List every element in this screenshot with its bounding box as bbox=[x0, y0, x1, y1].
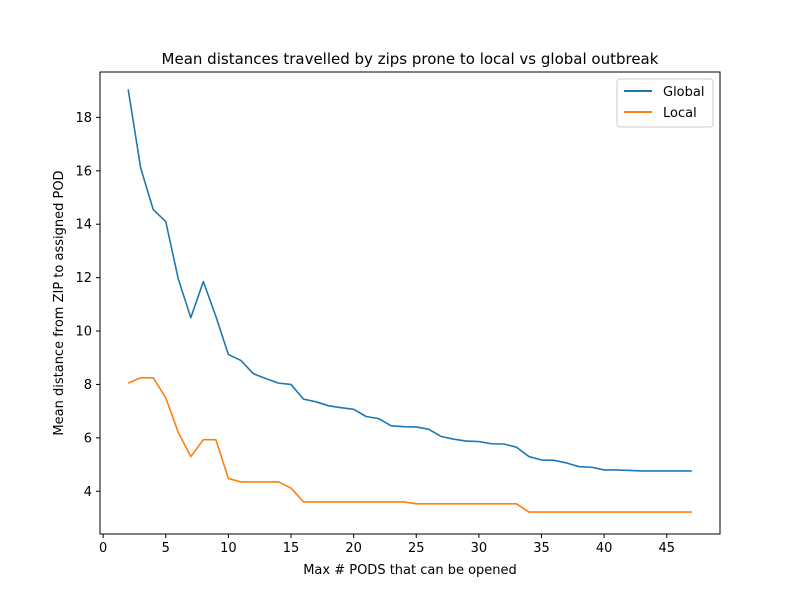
chart-title: Mean distances travelled by zips prone t… bbox=[162, 50, 659, 68]
x-tick-label: 15 bbox=[283, 541, 300, 556]
y-tick-label: 6 bbox=[84, 431, 92, 446]
series-line-local bbox=[127, 376, 692, 513]
x-axis-label: Max # PODS that can be opened bbox=[303, 563, 517, 578]
x-tick-label: 45 bbox=[658, 541, 675, 556]
legend: Global Local bbox=[616, 78, 714, 128]
y-axis-label: Mean distance from ZIP to assigned POD bbox=[52, 170, 67, 435]
y-axis-ticks: 4 6 8 10 12 14 16 18 bbox=[75, 111, 100, 500]
y-tick-label: 14 bbox=[75, 218, 92, 233]
legend-label-global: Global bbox=[663, 85, 704, 100]
x-tick-label: 20 bbox=[345, 541, 362, 556]
y-tick-label: 10 bbox=[75, 325, 92, 340]
x-tick-label: 25 bbox=[408, 541, 425, 556]
legend-label-local: Local bbox=[663, 106, 697, 121]
x-tick-label: 40 bbox=[596, 541, 613, 556]
plot-lines bbox=[127, 89, 692, 513]
x-tick-label: 30 bbox=[471, 541, 488, 556]
y-tick-label: 12 bbox=[75, 271, 92, 286]
y-tick-label: 8 bbox=[84, 378, 92, 393]
series-line-global bbox=[127, 89, 692, 472]
x-axis-ticks: 0 5 10 15 20 25 30 35 40 45 bbox=[99, 534, 675, 556]
x-tick-label: 10 bbox=[220, 541, 237, 556]
plot-frame bbox=[99, 71, 721, 535]
y-tick-label: 16 bbox=[75, 164, 92, 179]
y-tick-label: 18 bbox=[75, 111, 92, 126]
x-tick-label: 35 bbox=[533, 541, 550, 556]
y-tick-label: 4 bbox=[84, 485, 92, 500]
x-tick-label: 5 bbox=[162, 541, 170, 556]
x-tick-label: 0 bbox=[99, 541, 107, 556]
